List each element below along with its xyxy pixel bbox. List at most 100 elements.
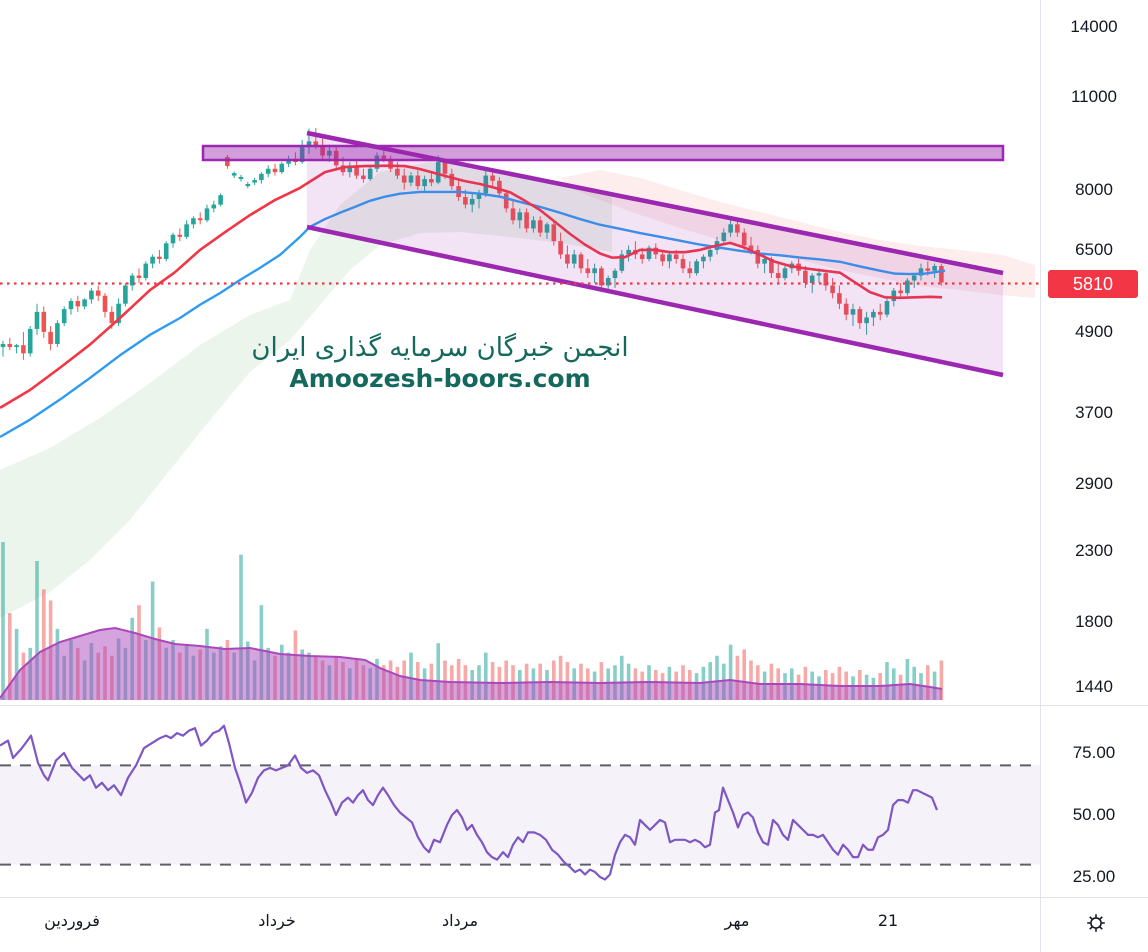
candle-body xyxy=(75,301,81,307)
candle-body xyxy=(748,245,754,250)
candle-body xyxy=(762,258,767,264)
candle-body xyxy=(857,309,863,324)
candle-body xyxy=(306,141,312,147)
settings-gear-icon[interactable] xyxy=(1084,911,1108,935)
candle-body xyxy=(7,343,13,348)
price-axis[interactable]: 5810 14000 11000 8000 6500 4900 3700 2900 2300 1… xyxy=(1040,0,1148,952)
candle-body xyxy=(95,290,101,296)
price-pane[interactable] xyxy=(0,0,1040,705)
candle-body xyxy=(701,256,706,262)
candle-body xyxy=(442,162,448,174)
ma-slow-line xyxy=(0,190,946,439)
candle-body xyxy=(374,155,380,169)
candle-body xyxy=(741,232,747,246)
candle-body xyxy=(429,179,434,183)
candle-body xyxy=(197,218,203,221)
volume-bar xyxy=(42,589,46,700)
candle-body xyxy=(89,290,94,300)
candle-body xyxy=(503,193,509,209)
candle-body xyxy=(14,345,19,348)
ma-fast-line xyxy=(0,164,943,410)
volume-bar xyxy=(735,655,740,700)
candle-body xyxy=(585,268,591,274)
pane-separator[interactable] xyxy=(0,705,1148,706)
candle-body xyxy=(524,212,529,229)
candle-body xyxy=(619,254,625,271)
candle-body xyxy=(490,175,495,181)
candle-body xyxy=(755,249,761,264)
candle-body xyxy=(782,268,788,279)
channel-lower-line xyxy=(306,224,1004,378)
rsi-band-fill xyxy=(0,765,1040,865)
gear-glyph xyxy=(1087,914,1105,932)
price-tick-label: 1800 xyxy=(1075,612,1113,632)
volume-bar xyxy=(756,665,760,700)
candle-body xyxy=(809,275,815,283)
volume-bar xyxy=(436,643,440,700)
candle-body xyxy=(775,273,781,279)
price-tick-label: 6500 xyxy=(1075,239,1113,259)
volume-bar xyxy=(742,649,746,700)
candle-body xyxy=(544,224,550,233)
candle-body xyxy=(184,224,189,237)
price-tick-label: 4900 xyxy=(1075,321,1113,341)
price-tick-label: 3700 xyxy=(1075,403,1113,423)
candle-body xyxy=(361,175,366,180)
candle-body xyxy=(592,268,597,274)
ichimoku-cloud-green xyxy=(0,162,612,618)
candle-body xyxy=(639,254,645,259)
candle-body xyxy=(163,243,169,259)
volume-bar xyxy=(885,662,889,700)
candle-body xyxy=(27,328,33,354)
candle-body xyxy=(408,175,414,183)
price-tick-label: 11000 xyxy=(1070,87,1117,107)
candle-body xyxy=(157,256,162,259)
volume-bar xyxy=(728,644,733,700)
volume-bar xyxy=(8,613,12,700)
candle-body xyxy=(599,268,604,286)
candle-body xyxy=(225,157,230,167)
candle-body xyxy=(932,265,937,271)
volume-bar xyxy=(443,660,447,700)
candle-body xyxy=(660,254,665,262)
candle-body xyxy=(320,146,325,156)
candle-body xyxy=(510,208,516,221)
channel-fill xyxy=(307,133,1003,375)
candle-body xyxy=(626,249,631,255)
candle-body xyxy=(918,268,924,276)
volume-bar xyxy=(749,660,753,700)
candle-body xyxy=(469,198,475,205)
candle-body xyxy=(571,254,577,264)
volume-bar xyxy=(939,660,944,700)
candle-body xyxy=(238,176,244,180)
candle-body xyxy=(422,179,427,187)
volume-bar xyxy=(484,652,488,700)
candle-body xyxy=(55,323,60,344)
time-axis[interactable]: فروردین خرداد مرداد مهر 21 xyxy=(0,897,1040,952)
candle-body xyxy=(605,278,611,286)
time-axis-label[interactable]: مهر xyxy=(724,911,750,930)
volume-bar xyxy=(456,658,461,700)
candle-body xyxy=(252,180,257,183)
candle-body xyxy=(517,212,523,221)
candle-body xyxy=(245,183,251,187)
time-axis-label[interactable]: مرداد xyxy=(441,911,479,930)
candle-body xyxy=(82,299,87,307)
candle-body xyxy=(911,275,917,281)
resistance-zone-rect xyxy=(201,144,1005,162)
candle-body xyxy=(354,165,359,176)
rsi-pane[interactable] xyxy=(0,705,1040,897)
rsi-line xyxy=(0,724,939,881)
time-axis-label[interactable]: فروردین xyxy=(44,911,100,930)
candle-body xyxy=(558,241,563,255)
time-axis-label[interactable]: 21 xyxy=(877,911,899,930)
candle-body xyxy=(367,168,373,180)
volume-bar xyxy=(490,662,495,700)
candle-body xyxy=(497,180,502,194)
axis-separator xyxy=(0,897,1148,898)
candle-body xyxy=(265,168,271,174)
time-axis-label[interactable]: خرداد xyxy=(258,911,296,930)
candle-body xyxy=(769,258,774,274)
volume-bar xyxy=(905,658,910,700)
